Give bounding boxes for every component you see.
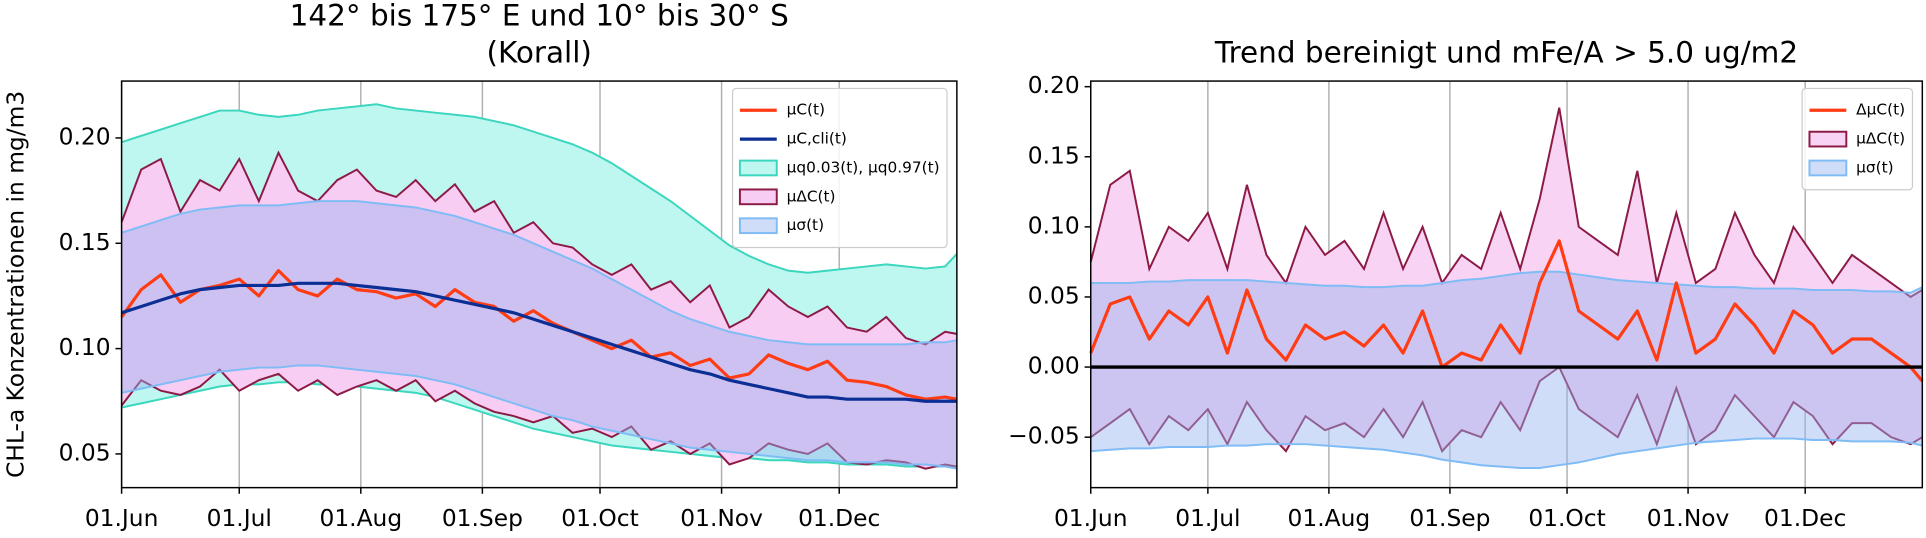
band-edge [1090,437,1923,469]
legend-frame [1801,87,1914,191]
legend-swatch [1808,130,1848,148]
band-fill [1090,107,1923,452]
x-tick-label: 01.Sep [1409,504,1490,532]
x-tick-label: 01.Dec [798,504,880,532]
x-tick-label: 01.Oct [1528,504,1605,532]
series-line [121,281,957,403]
y-axis-label: CHL-a Konzentrationen in mg/m3 [2,91,30,478]
legend-label: μq0.03(t), μq0.97(t) [787,158,940,176]
band-edge [121,200,958,346]
series-line [1089,239,1924,383]
y-tick-label: 0.05 [59,438,111,466]
legend: ΔμC(t) μΔC(t) μσ(t) [1801,87,1914,191]
legend-swatch [738,159,778,177]
band-edge [121,103,958,274]
y-tick-label: 0.10 [59,333,111,361]
series-line [120,269,958,401]
band-edge [120,150,958,346]
legend-label: μC,cli(t) [787,130,847,148]
band-edge [121,364,958,470]
x-tick-label: 01.Jul [207,504,272,532]
band-edge [120,368,958,470]
x-tick-label: 01.Aug [319,504,402,532]
x-tick-label: 01.Jun [1054,504,1128,532]
y-tick-label: −0.05 [1008,422,1079,450]
x-tick-label: 01.Oct [561,504,638,532]
legend-label: μσ(t) [1856,158,1893,176]
band-edge [121,381,957,468]
legend-label: μΔC(t) [787,187,836,205]
chart-title: Trend bereinigt und mFe/A > 5.0 ug/m2 [1214,36,1798,70]
y-tick-label: 0.05 [1028,281,1080,309]
x-tick-label: 01.Dec [1764,504,1846,532]
legend-label: μC(t) [787,101,825,119]
y-tick-label: 0.10 [1028,211,1080,239]
x-tick-label: 01.Aug [1288,504,1371,532]
legend: μC(t) μC,cli(t) μq0.03(t), μq0.97(t) μΔC(t)… [731,87,948,249]
y-tick-label: 0.20 [1028,71,1080,99]
legend-label: ΔμC(t) [1856,101,1905,119]
legend-frame [731,87,948,249]
x-tick-label: 01.Sep [442,504,523,532]
x-tick-label: 01.Nov [680,504,763,532]
x-tick-label: 01.Jul [1175,504,1240,532]
band-edge [1089,107,1923,299]
legend-swatch [1808,159,1848,177]
band-edge [1090,270,1923,294]
x-tick-label: 01.Jun [85,504,159,532]
x-tick-label: 01.Nov [1647,504,1730,532]
y-tick-label: 0.20 [59,122,111,150]
band-fill [1090,271,1923,469]
legend-swatch [738,217,778,235]
y-tick-label: 0.15 [59,228,111,256]
legend-label: μΔC(t) [1856,130,1905,148]
y-tick-label: 0.15 [1028,141,1080,169]
chart-title: 142° bis 175° E und 10° bis 30° S [290,0,789,33]
plot-frame [120,80,958,489]
y-tick-label: 0.00 [1028,352,1080,380]
plot-frame [1090,80,1924,489]
chart-title: (Korall) [487,36,592,70]
band-fill [121,201,957,469]
legend-swatch [738,188,778,206]
legend-label: μσ(t) [787,216,824,234]
band-edge [1090,365,1923,453]
